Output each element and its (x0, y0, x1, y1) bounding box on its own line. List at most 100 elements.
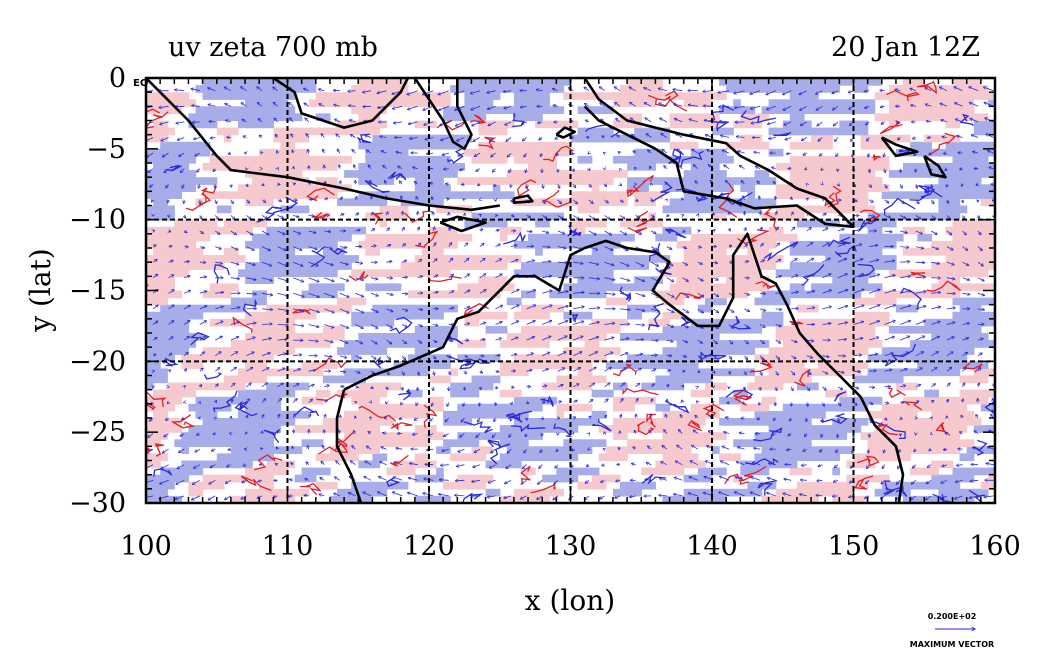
vorticity-cell (322, 255, 331, 263)
vorticity-cell (160, 467, 168, 476)
vorticity-cell (563, 233, 572, 242)
vorticity-cell (287, 240, 296, 249)
vorticity-cell (648, 304, 656, 313)
vorticity-cell (414, 368, 423, 377)
vorticity-cell (308, 85, 317, 93)
vorticity-cell (549, 488, 557, 497)
vorticity-cell (683, 368, 692, 377)
vorticity-cell (945, 432, 954, 440)
vorticity-cell (634, 191, 642, 199)
vorticity-cell (322, 233, 331, 242)
vorticity-cell (669, 439, 678, 447)
vorticity-cell (832, 240, 840, 249)
vorticity-cell (400, 460, 409, 469)
vorticity-cell (754, 276, 763, 284)
vorticity-cell (266, 177, 274, 185)
vorticity-cell (188, 382, 197, 391)
vorticity-cell (549, 233, 557, 242)
vorticity-cell (775, 375, 784, 384)
vorticity-cell (818, 481, 826, 490)
vorticity-cell (683, 347, 692, 355)
vorticity-cell (881, 240, 890, 249)
vorticity-cell (789, 410, 798, 419)
wind-vector (175, 90, 185, 91)
vorticity-cell (620, 425, 628, 433)
vorticity-cell (528, 170, 536, 178)
vorticity-cell (478, 290, 487, 299)
vorticity-cell (322, 262, 331, 270)
vorticity-cell (252, 78, 260, 86)
vorticity-cell (414, 134, 423, 143)
vorticity-cell (216, 460, 225, 469)
vorticity-cell (761, 403, 770, 412)
vorticity-cell (853, 403, 862, 412)
vorticity-cell (775, 361, 784, 369)
vorticity-cell (301, 368, 310, 377)
vorticity-cell (344, 92, 352, 100)
vorticity-cell (322, 453, 331, 462)
vorticity-cell (358, 382, 366, 391)
vorticity-cell (436, 304, 444, 313)
vorticity-cell (315, 290, 324, 299)
vorticity-cell (301, 233, 310, 242)
vorticity-cell (174, 333, 182, 341)
vorticity-cell (613, 92, 621, 100)
vorticity-cell (499, 403, 508, 412)
vorticity-cell (655, 233, 664, 242)
vorticity-cell (818, 340, 826, 348)
vorticity-cell (598, 481, 607, 490)
vorticity-cell (584, 92, 593, 100)
vorticity-cell (676, 361, 685, 369)
vorticity-cell (315, 177, 324, 185)
vorticity-cell (344, 155, 352, 164)
vorticity-cell (782, 439, 791, 447)
vorticity-cell (704, 255, 713, 263)
vorticity-cell (174, 155, 182, 164)
vorticity-cell (259, 333, 267, 341)
vorticity-cell (839, 396, 848, 405)
wind-vector (278, 414, 280, 419)
vorticity-cell (733, 325, 741, 334)
vorticity-cell (853, 311, 862, 320)
negative-contour (592, 418, 612, 432)
vorticity-cell (690, 163, 699, 171)
wind-vector (192, 122, 200, 123)
vorticity-cell (697, 269, 706, 277)
vorticity-cell (266, 198, 274, 207)
vorticity-cell (252, 446, 260, 454)
vorticity-cell (768, 255, 777, 263)
wind-vector (293, 167, 294, 169)
vorticity-cell (683, 191, 692, 199)
vorticity-cell (782, 78, 791, 86)
positive-contour (763, 206, 778, 231)
vorticity-cell (464, 262, 473, 270)
positive-contour (702, 403, 725, 418)
vorticity-cell (301, 262, 310, 270)
vorticity-cell (846, 170, 855, 178)
vorticity-cell (322, 269, 331, 277)
vorticity-cell (379, 439, 388, 447)
vorticity-cell (478, 382, 487, 391)
vorticity-cell (895, 382, 904, 391)
vorticity-cell (768, 127, 777, 136)
vorticity-cell (938, 354, 947, 362)
vorticity-cell (719, 432, 727, 440)
vorticity-cell (513, 177, 522, 185)
vorticity-cell (513, 148, 522, 157)
vorticity-cell (726, 255, 734, 263)
vorticity-cell (613, 318, 621, 327)
vorticity-cell (704, 375, 713, 384)
vorticity-cell (627, 255, 635, 263)
vorticity-cell (598, 354, 607, 362)
vorticity-cell (301, 488, 310, 497)
vorticity-cell (867, 248, 876, 256)
wind-vector (261, 324, 272, 325)
vorticity-cell (669, 333, 678, 341)
vorticity-cell (393, 340, 402, 348)
vorticity-cell (535, 269, 543, 277)
vorticity-cell (839, 120, 848, 129)
vorticity-cell (443, 184, 451, 192)
vorticity-cell (775, 333, 784, 341)
vorticity-cell (789, 333, 798, 341)
vorticity-cell (768, 481, 777, 490)
